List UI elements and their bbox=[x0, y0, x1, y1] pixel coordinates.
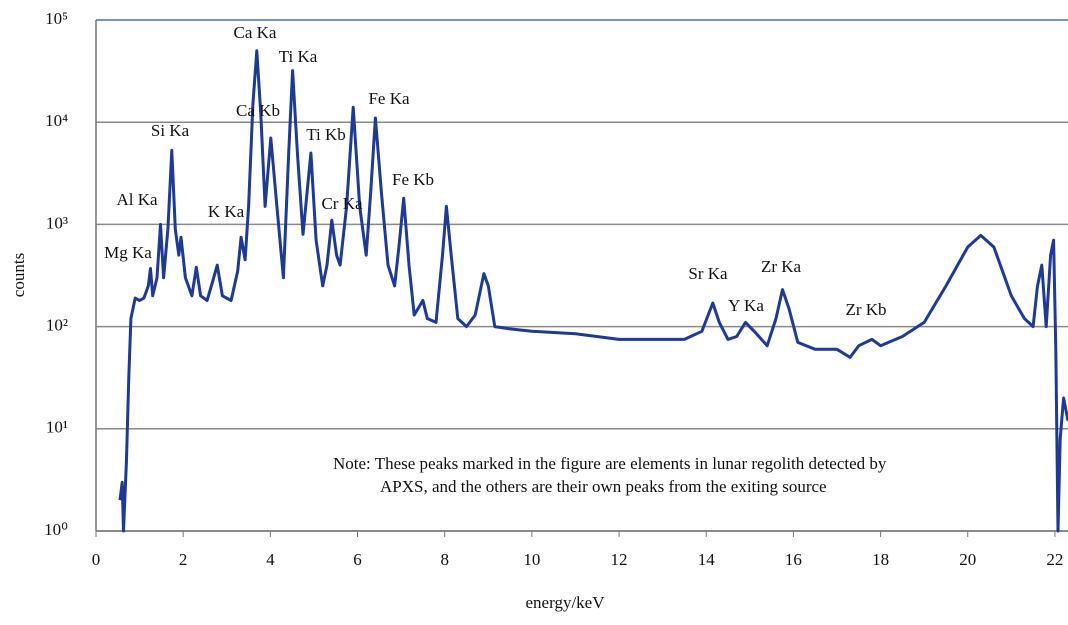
x-tick-label: 16 bbox=[785, 550, 802, 569]
x-tick-label: 14 bbox=[698, 550, 716, 569]
x-tick-label: 12 bbox=[611, 550, 628, 569]
x-tick-label: 20 bbox=[959, 550, 976, 569]
peak-label: Sr Ka bbox=[688, 264, 728, 283]
note-text: APXS, and the others are their own peaks… bbox=[380, 477, 827, 496]
x-axis-label: energy/keV bbox=[526, 593, 606, 612]
y-tick-label: 10⁵ bbox=[45, 9, 68, 28]
x-tick-label: 8 bbox=[440, 550, 449, 569]
x-tick-label: 0 bbox=[92, 550, 101, 569]
peak-label: Ca Ka bbox=[234, 23, 277, 42]
peak-label: Zr Ka bbox=[761, 257, 802, 276]
peak-label: Zr Kb bbox=[845, 300, 886, 319]
x-tick-label: 22 bbox=[1046, 550, 1063, 569]
y-tick-label: 10² bbox=[46, 316, 68, 335]
y-axis-label: counts bbox=[9, 253, 28, 297]
peak-label: Ca Kb bbox=[236, 101, 280, 120]
peak-label: Y Ka bbox=[728, 296, 764, 315]
spectrum-line bbox=[118, 49, 1068, 533]
x-tick-label: 2 bbox=[179, 550, 188, 569]
peak-label: Ti Ka bbox=[279, 47, 318, 66]
peak-label: Fe Ka bbox=[368, 89, 410, 108]
x-tick-label: 6 bbox=[353, 550, 362, 569]
peak-label: Al Ka bbox=[116, 190, 158, 209]
y-tick-label: 10¹ bbox=[46, 418, 68, 437]
peak-label: Fe Kb bbox=[392, 170, 434, 189]
y-tick-label: 10³ bbox=[46, 213, 68, 232]
peak-label: Ti Kb bbox=[306, 125, 346, 144]
peak-label: K Ka bbox=[208, 202, 245, 221]
x-tick-label: 10 bbox=[523, 550, 540, 569]
x-tick-label: 18 bbox=[872, 550, 889, 569]
x-tick-label: 4 bbox=[266, 550, 275, 569]
peak-label: Cr Ka bbox=[321, 194, 363, 213]
peak-label: Mg Ka bbox=[104, 243, 152, 262]
y-tick-label: 10⁰ bbox=[44, 520, 68, 539]
y-tick-label: 10⁴ bbox=[45, 111, 68, 130]
peak-label: Si Ka bbox=[151, 121, 190, 140]
note-text: Note: These peaks marked in the figure a… bbox=[333, 454, 887, 473]
